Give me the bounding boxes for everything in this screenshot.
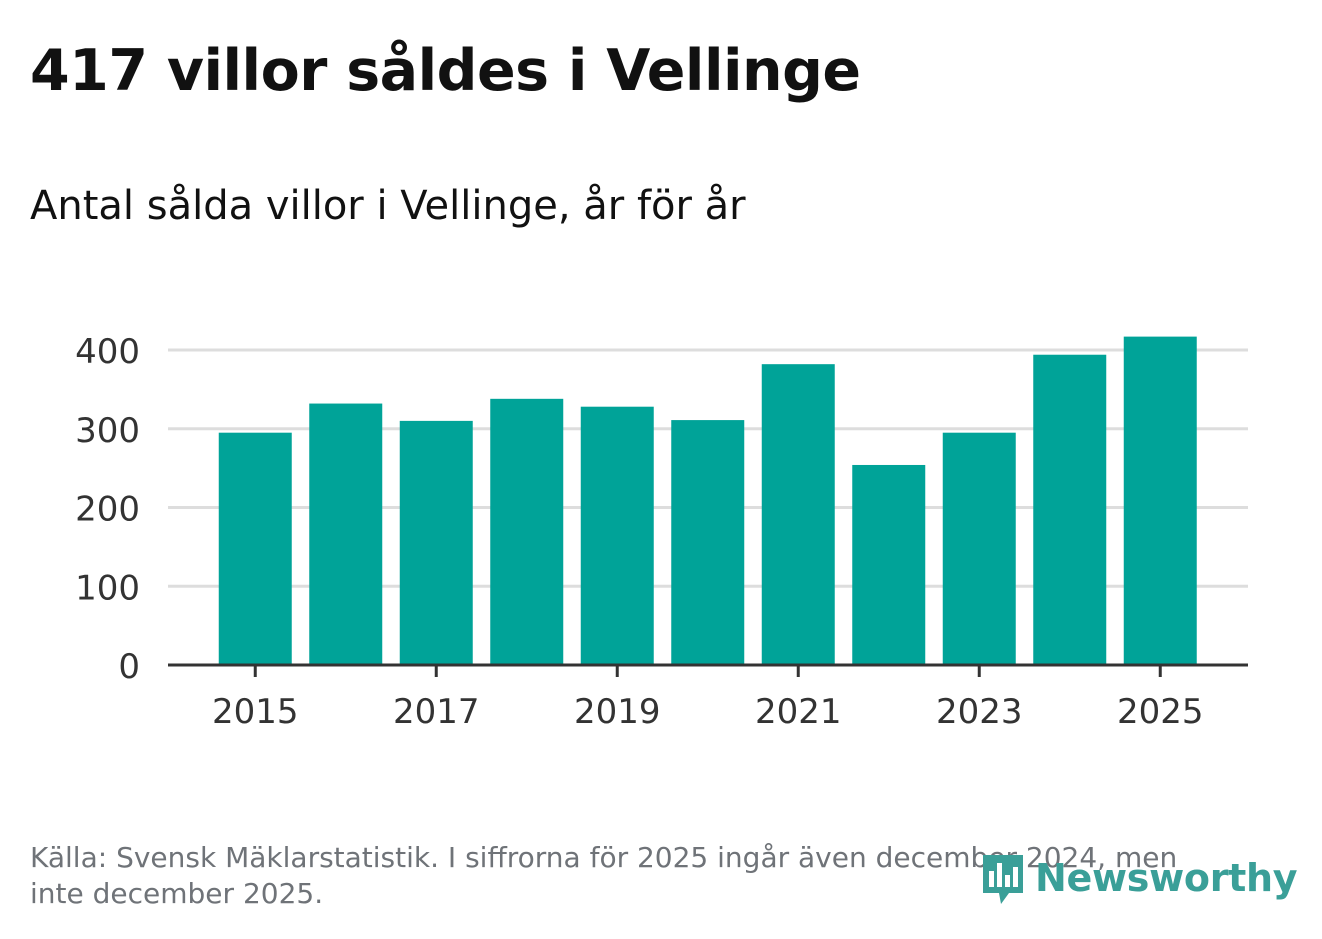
x-tick-label: 2019 bbox=[574, 692, 661, 732]
bar-2021 bbox=[761, 364, 835, 665]
bar-2018 bbox=[490, 398, 564, 665]
y-tick-label: 300 bbox=[75, 411, 140, 451]
bar-chart: 0 100 200 300 400 2015 2017 2019 2021 2023 2025 bbox=[75, 332, 1248, 732]
bar-2024 bbox=[1033, 354, 1107, 665]
y-tick-label: 100 bbox=[75, 568, 140, 608]
x-tick-label: 2017 bbox=[393, 692, 480, 732]
x-tick-label: 2025 bbox=[1117, 692, 1204, 732]
bar-2025 bbox=[1123, 336, 1197, 665]
x-tick-label: 2023 bbox=[936, 692, 1023, 732]
chart-title: 417 villor såldes i Vellinge bbox=[30, 38, 861, 104]
bar-2022 bbox=[852, 464, 926, 665]
bar-2016 bbox=[309, 403, 383, 665]
y-tick-label: 200 bbox=[75, 490, 140, 530]
brand-name: Newsworthy bbox=[1035, 856, 1298, 900]
bar-2015 bbox=[218, 432, 292, 665]
y-tick-label: 400 bbox=[75, 332, 140, 372]
chart-subtitle: Antal sålda villor i Vellinge, år för år bbox=[30, 183, 746, 229]
bar-2019 bbox=[580, 406, 654, 665]
x-tick-label: 2021 bbox=[755, 692, 842, 732]
x-tick-label: 2015 bbox=[212, 692, 299, 732]
newsworthy-logo[interactable]: Newsworthy bbox=[979, 848, 1298, 908]
bar-chart-speech-bubble-icon bbox=[983, 855, 1023, 904]
y-tick-label: 0 bbox=[118, 647, 140, 687]
bar-2020 bbox=[671, 420, 745, 665]
bar-2023 bbox=[942, 432, 1016, 665]
bar-2017 bbox=[399, 420, 473, 665]
